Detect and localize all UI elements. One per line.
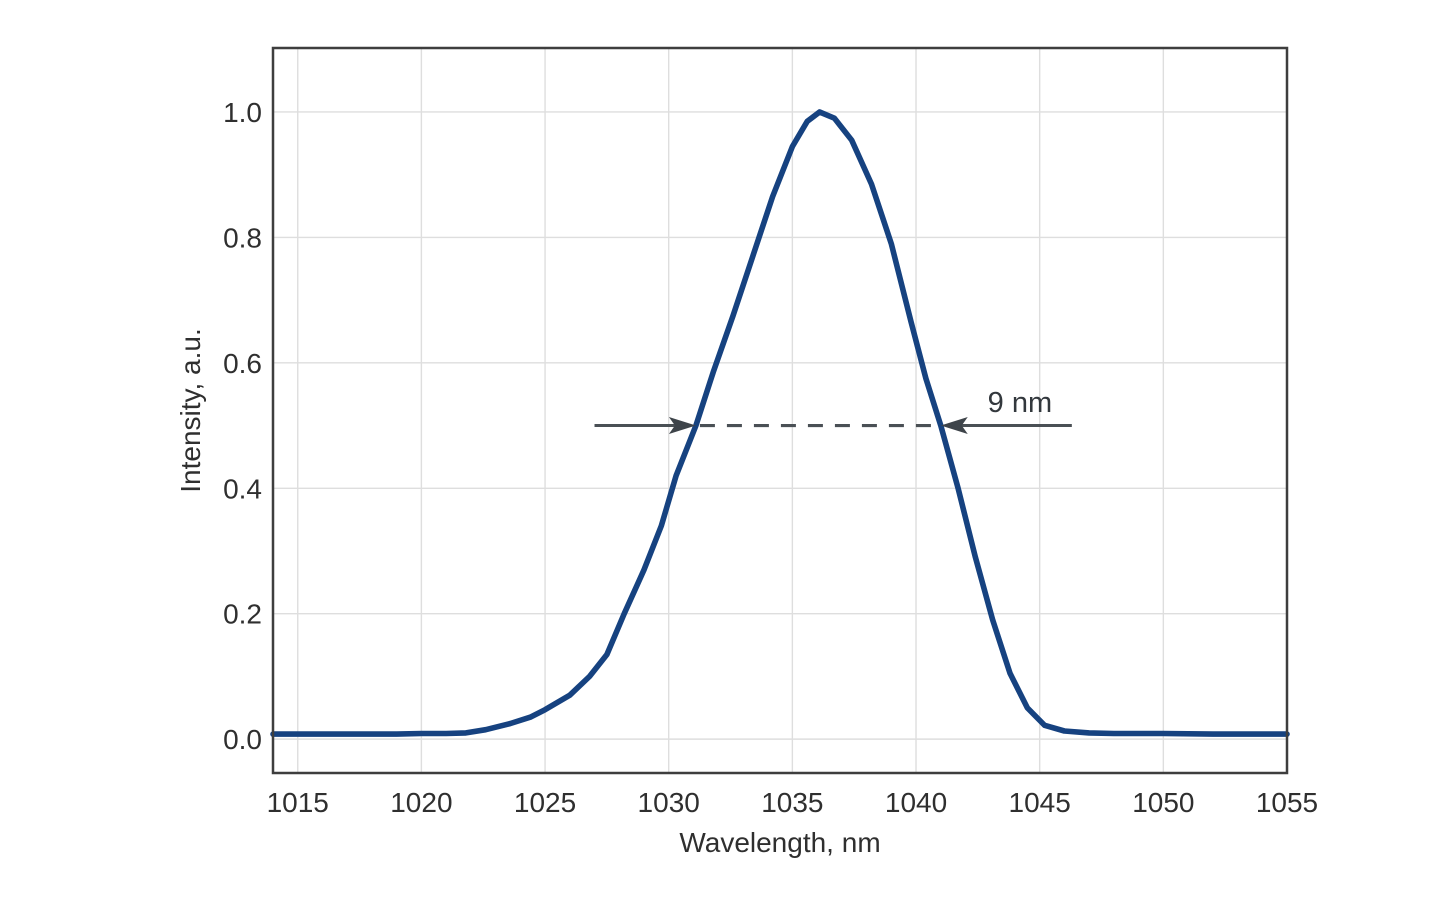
- y-axis-title: Intensity, a.u.: [175, 328, 206, 492]
- y-tick-label-0.6: 0.6: [223, 348, 262, 379]
- y-tick-label-0.4: 0.4: [223, 473, 262, 504]
- x-tick-label-1035: 1035: [761, 787, 823, 818]
- spectrum-curve: [270, 109, 1290, 737]
- x-tick-label-1030: 1030: [638, 787, 700, 818]
- x-tick-label-1015: 1015: [267, 787, 329, 818]
- x-axis-tick-labels: 1015 1020 1025 1030 1035 1040 1045 1050 1055: [267, 787, 1319, 818]
- y-tick-label-0.2: 0.2: [223, 599, 262, 630]
- fwhm-width-label: 9 nm: [988, 387, 1052, 419]
- fwhm-right-arrowhead-icon: [940, 417, 968, 435]
- plot-frame: [271, 46, 1289, 775]
- x-tick-label-1025: 1025: [514, 787, 576, 818]
- x-axis-title: Wavelength, nm: [679, 827, 880, 858]
- y-tick-label-0.8: 0.8: [223, 222, 262, 253]
- y-tick-label-0.0: 0.0: [223, 724, 262, 755]
- x-tick-label-1055: 1055: [1256, 787, 1318, 818]
- x-tick-label-1040: 1040: [885, 787, 947, 818]
- x-tick-label-1050: 1050: [1132, 787, 1194, 818]
- fwhm-left-arrowhead-icon: [668, 417, 696, 435]
- gridlines: [273, 48, 1288, 773]
- y-tick-label-1.0: 1.0: [223, 97, 262, 128]
- fwhm-annotation: 9 nm: [594, 387, 1072, 435]
- x-tick-label-1045: 1045: [1009, 787, 1071, 818]
- x-tick-label-1020: 1020: [390, 787, 452, 818]
- y-axis-tick-labels: 0.0 0.2 0.4 0.6 0.8 1.0: [223, 97, 262, 755]
